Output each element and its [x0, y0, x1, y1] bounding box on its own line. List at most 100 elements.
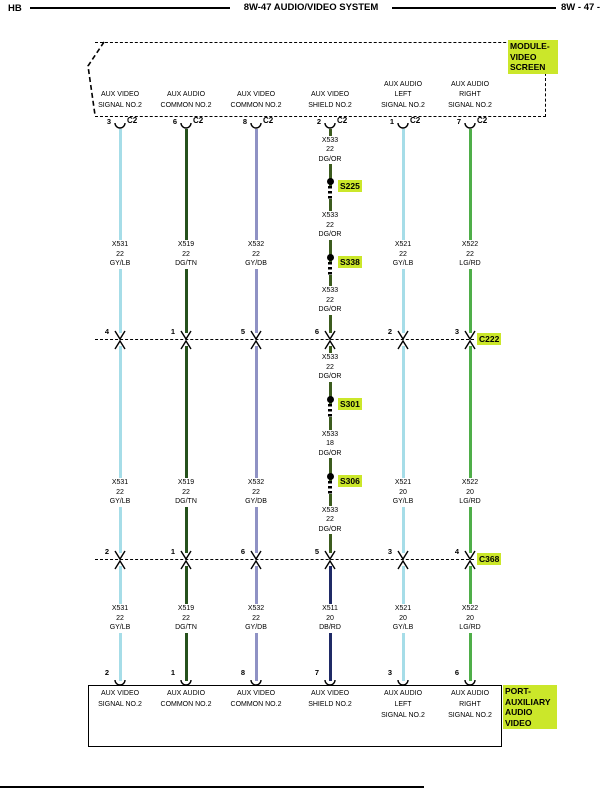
splice-label: S301 [338, 398, 362, 411]
bottom-module-label-line: PORT- [505, 686, 531, 696]
top-module-pin-label: AUX AUDIO LEFT SIGNAL NO.2 [361, 80, 445, 112]
top-pin-number: 8 [242, 117, 247, 126]
wire-circuit-label: X519 22 DG/TN [156, 240, 216, 269]
top-module-label-line: SCREEN [510, 62, 546, 72]
top-module-label-line: VIDEO [510, 51, 537, 62]
wire-circuit-label-line: GY/LB [392, 624, 414, 631]
top-module-pin-label-line: AUX AUDIO [383, 80, 423, 88]
bottom-module-label: PORT- AUXILIARY AUDIO VIDEO [503, 685, 557, 729]
bottom-module-label-line: AUDIO [505, 707, 533, 717]
wire-circuit-label-line: 22 [326, 296, 334, 304]
wire-circuit-label-line: 20 [326, 614, 334, 622]
splice-label: S338 [338, 255, 362, 268]
connector-c2-label: C2 [263, 116, 274, 125]
wire-circuit-label-line: LG/RD [459, 498, 481, 505]
wire-segment [468, 129, 472, 333]
wire-circuit-label: X519 22 DG/TN [156, 604, 216, 633]
c222-pin-number: 2 [387, 327, 392, 336]
wire-circuit-label-line: 22 [182, 250, 190, 258]
wire-circuit-label-line: GY/DB [245, 624, 267, 631]
wire-segment [184, 346, 188, 553]
wire-circuit-label-line: X531 [111, 605, 129, 612]
bottom-module-label-line: VIDEO [505, 717, 532, 728]
top-connector-terminal-icon [324, 122, 336, 129]
wire-circuit-label-line: GY/LB [392, 260, 414, 267]
top-module-pin-label: AUX AUDIO COMMON NO.2 [144, 90, 228, 112]
wire-circuit-label-line: 22 [116, 250, 124, 258]
header-rule-right [392, 7, 556, 9]
wire-circuit-label: X533 22 DG/OR [300, 353, 360, 382]
splice-lead-icon [328, 261, 332, 275]
wire-segment [118, 346, 122, 553]
wire-circuit-label-line: 22 [116, 488, 124, 496]
wire-segment [254, 346, 258, 553]
bottom-module-pin-label-line: AUX VIDEO [310, 690, 350, 697]
wire-circuit-label-line: DG/OR [318, 231, 342, 238]
wire-circuit-label-line: DG/OR [318, 155, 342, 163]
top-module-pin-label-line: AUX VIDEO [310, 91, 350, 99]
top-module-pin-label-line: COMMON NO.2 [160, 102, 212, 110]
wire-circuit-label-line: X521 [394, 241, 412, 248]
top-module-pin-label-line: SIGNAL NO.2 [381, 102, 425, 110]
top-pin-number: 1 [389, 117, 394, 126]
wire-circuit-label: X533 18 DG/OR [300, 429, 360, 458]
wire-circuit-label-line: 22 [326, 516, 334, 524]
wire-circuit-label-line: DG/OR [318, 525, 342, 533]
wire-circuit-label-line: 20 [399, 614, 407, 622]
wire-circuit-label-line: DG/OR [318, 449, 342, 457]
bottom-module-pin-label-line: LEFT [394, 700, 412, 708]
top-connector-terminal-icon [464, 122, 476, 129]
bottom-module-pin-label-line: SIGNAL NO.2 [98, 700, 142, 708]
bottom-module-pin-label: AUX VIDEO SIGNAL NO.2 [78, 689, 162, 711]
c222-pin-number: 6 [314, 327, 319, 336]
header-section-code: HB [8, 3, 22, 14]
wire-circuit-label: X533 22 DG/OR [300, 505, 360, 535]
wire-segment [401, 346, 405, 553]
c222-pin-number: 3 [454, 327, 459, 336]
connector-c222-label: C222 [477, 333, 502, 345]
wire-circuit-label-line: LG/RD [459, 624, 481, 631]
wire-circuit-label-line: GY/LB [109, 260, 131, 267]
c368-pin-number: 4 [454, 547, 459, 556]
wire-circuit-label: X522 20 LG/RD [440, 604, 500, 633]
wire-circuit-label-line: 22 [399, 250, 407, 258]
c368-pin-number: 2 [104, 547, 109, 556]
top-connector-terminal-icon [250, 122, 262, 129]
wire-circuit-label-line: X532 [247, 605, 265, 612]
top-module-pin-label-line: LEFT [394, 91, 412, 99]
wire-circuit-label-line: GY/LB [109, 624, 131, 631]
wire-circuit-label-line: X533 [321, 287, 339, 295]
wire-circuit-label-line: GY/DB [245, 498, 267, 505]
wire-circuit-label: X521 20 GY/LB [373, 478, 433, 507]
connector-c368-label: C368 [477, 553, 502, 565]
wire-circuit-label: X533 22 DG/OR [300, 135, 360, 165]
top-module-pin-label-line: SIGNAL NO.2 [98, 102, 142, 110]
top-module-pin-label: AUX VIDEO SIGNAL NO.2 [78, 90, 162, 112]
wire-circuit-label-line: DG/OR [318, 373, 342, 381]
wire-circuit-label-line: 22 [252, 250, 260, 258]
top-module-pin-label: AUX VIDEO SHIELD NO.2 [288, 90, 372, 112]
connector-c2-label: C2 [127, 116, 138, 125]
c368-pin-number: 6 [240, 547, 245, 556]
wire-circuit-label-line: 22 [466, 250, 474, 258]
wire-circuit-label-line: 20 [466, 614, 474, 622]
top-module-outline [95, 42, 546, 117]
splice-lead-icon [328, 186, 332, 200]
connector-c2-label: C2 [477, 116, 488, 125]
bottom-pin-number: 3 [387, 668, 392, 677]
bottom-module-pin-label: AUX AUDIO LEFT SIGNAL NO.2 [361, 689, 445, 721]
page-title: 8W-47 AUDIO/VIDEO SYSTEM [243, 2, 379, 13]
connector-c222-line [95, 339, 474, 340]
wire-circuit-label-line: DB/RD [319, 624, 341, 631]
connector-c2-label: C2 [337, 116, 348, 125]
wire-circuit-label-line: 22 [116, 614, 124, 622]
wire-circuit-label-line: X519 [177, 241, 195, 248]
top-module-pin-label-line: SHIELD NO.2 [308, 102, 352, 110]
splice-label: S306 [338, 474, 362, 487]
connector-c2-label: C2 [193, 116, 204, 125]
top-module-label-line: MODULE- [510, 41, 550, 51]
wire-circuit-label: X521 22 GY/LB [373, 240, 433, 269]
top-module-pin-label-line: RIGHT [459, 91, 481, 99]
wire-circuit-label: X533 22 DG/OR [300, 286, 360, 315]
